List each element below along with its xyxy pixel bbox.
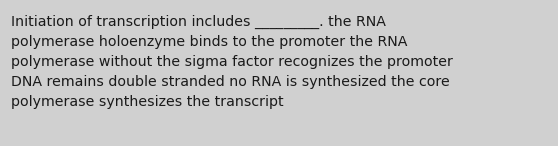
Text: polymerase without the sigma factor recognizes the promoter: polymerase without the sigma factor reco… (11, 55, 453, 69)
Text: polymerase synthesizes the transcript: polymerase synthesizes the transcript (11, 95, 284, 109)
Text: polymerase holoenzyme binds to the promoter the RNA: polymerase holoenzyme binds to the promo… (11, 35, 407, 49)
Text: Initiation of transcription includes _________. the RNA: Initiation of transcription includes ___… (11, 15, 386, 29)
Text: DNA remains double stranded no RNA is synthesized the core: DNA remains double stranded no RNA is sy… (11, 75, 450, 89)
